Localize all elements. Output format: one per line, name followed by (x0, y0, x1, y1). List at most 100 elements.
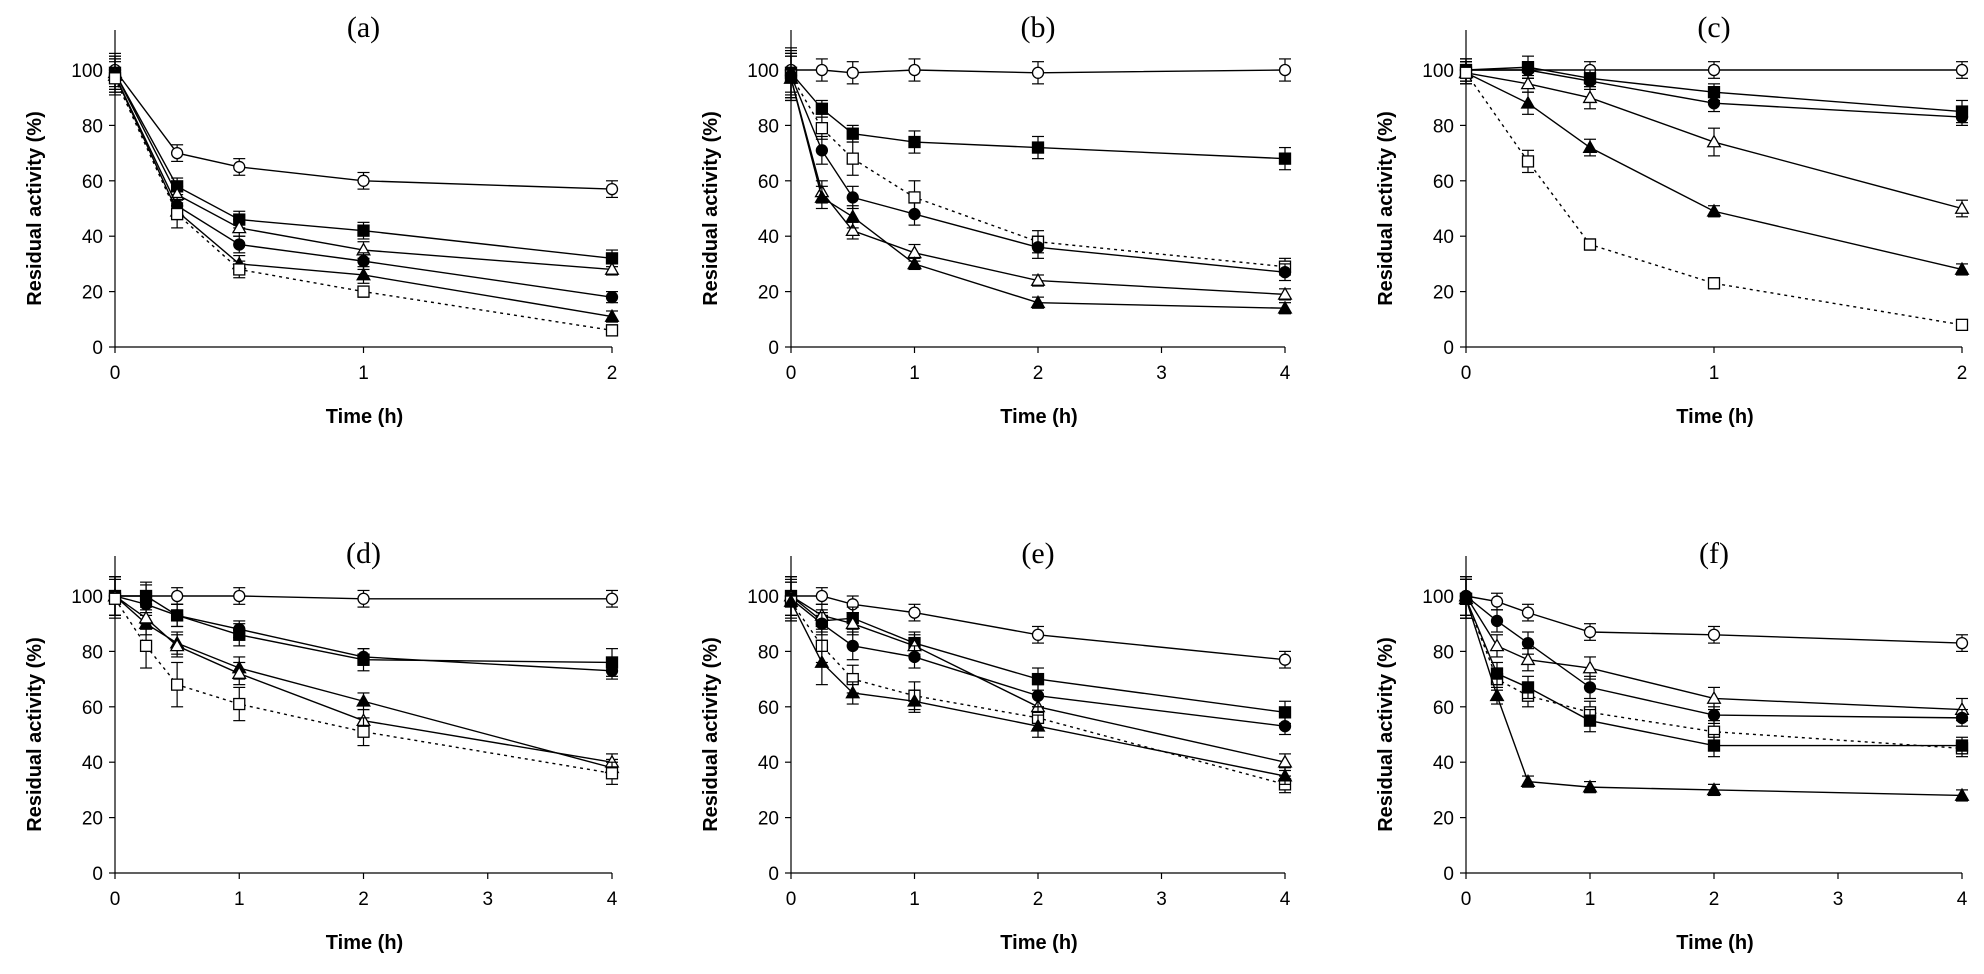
data-point (908, 606, 921, 619)
data-point (1278, 653, 1292, 666)
series-line (114, 72, 613, 271)
data-point (357, 725, 370, 738)
data-point (907, 245, 922, 259)
x-axis-title: Time (h) (1000, 406, 1077, 428)
panel-f: 0 20 40 60 80 100 0 1 2 3 4 (f) Time (h) Residual act… (1375, 537, 1970, 954)
data-point (1459, 66, 1473, 79)
y-tick-label: 100 (1422, 61, 1454, 82)
series-filled-triangle (783, 581, 1293, 785)
y-tick-label: 60 (82, 698, 103, 719)
data-point (1707, 97, 1721, 110)
series-open-square (108, 61, 619, 337)
x-tick-label: 1 (909, 363, 920, 384)
y-tick-label: 80 (758, 642, 779, 663)
data-point (170, 589, 184, 603)
data-point (1954, 261, 1970, 275)
y-tick-label: 60 (1433, 698, 1454, 719)
x-tick-label: 3 (1833, 889, 1844, 910)
data-point (1031, 689, 1045, 702)
panel-title: (b) (1021, 11, 1056, 44)
data-point (357, 650, 370, 664)
y-tick-label: 100 (71, 587, 103, 608)
series-open-circle (108, 52, 619, 199)
y-tick-label: 80 (758, 116, 779, 137)
series-line (790, 601, 1286, 777)
data-point (233, 623, 246, 636)
y-tick-label: 60 (82, 172, 103, 193)
data-point (1489, 638, 1505, 652)
data-point (845, 616, 861, 630)
data-point (1031, 672, 1045, 686)
y-tick-label: 80 (82, 642, 103, 663)
series-filled-square (108, 55, 619, 268)
data-point (1031, 66, 1045, 79)
data-point (605, 664, 619, 677)
data-point (1031, 141, 1045, 154)
data-point (233, 589, 246, 603)
data-point (1030, 272, 1046, 286)
y-tick-label: 80 (1433, 116, 1454, 137)
data-point (815, 63, 829, 77)
x-tick-label: 3 (1156, 363, 1167, 384)
series-open-circle (784, 47, 1292, 93)
data-point (846, 152, 859, 165)
x-tick-label: 1 (358, 363, 369, 384)
data-point (908, 191, 921, 204)
y-tick-label: 100 (747, 587, 779, 608)
series-line (790, 78, 1286, 309)
data-point (1954, 787, 1970, 801)
data-point (1706, 203, 1722, 217)
data-point (231, 220, 247, 234)
data-point (1520, 773, 1536, 787)
series-line (114, 595, 613, 769)
data-point (1030, 718, 1046, 732)
series-filled-circle (784, 52, 1292, 282)
panel-title: (f) (1699, 537, 1729, 570)
data-point (357, 174, 370, 187)
data-point (1955, 63, 1969, 77)
x-axis-title: Time (h) (1676, 932, 1753, 954)
series-line (790, 78, 1286, 296)
data-point (1582, 139, 1598, 153)
y-tick-label: 20 (82, 283, 103, 304)
data-point (605, 767, 619, 780)
data-point (846, 66, 859, 79)
data-point (783, 593, 799, 607)
y-tick-label: 100 (1422, 587, 1454, 608)
data-point (1521, 155, 1535, 168)
data-point (1707, 63, 1721, 77)
data-point (1521, 63, 1535, 77)
x-tick-label: 1 (234, 889, 245, 910)
data-point (1706, 690, 1722, 704)
data-point (357, 592, 370, 605)
data-point (356, 693, 371, 707)
data-point (815, 102, 829, 115)
data-point (907, 693, 922, 707)
data-point (845, 209, 861, 223)
data-point (1955, 110, 1969, 124)
x-tick-label: 2 (358, 889, 369, 910)
data-point (357, 254, 370, 268)
y-tick-label: 0 (1443, 864, 1454, 885)
x-tick-label: 2 (1033, 889, 1044, 910)
x-tick-label: 1 (1585, 889, 1596, 910)
data-point (1582, 779, 1598, 793)
data-point (233, 263, 246, 276)
data-point (908, 63, 921, 77)
series-line (790, 601, 1286, 786)
x-tick-label: 2 (1957, 363, 1968, 384)
data-point (1490, 667, 1504, 680)
data-point (108, 592, 122, 605)
data-point (783, 70, 799, 84)
series-line (1465, 595, 1963, 719)
y-axis-title: Residual activity (%) (24, 637, 46, 832)
data-point (1489, 688, 1505, 702)
x-tick-label: 2 (1709, 889, 1720, 910)
x-tick-label: 4 (1280, 363, 1291, 384)
data-point (846, 639, 859, 653)
x-axis-title: Time (h) (326, 932, 403, 954)
panel-title: (a) (347, 11, 380, 44)
data-point (1954, 200, 1970, 214)
data-point (846, 191, 859, 204)
x-tick-label: 4 (1957, 889, 1968, 910)
